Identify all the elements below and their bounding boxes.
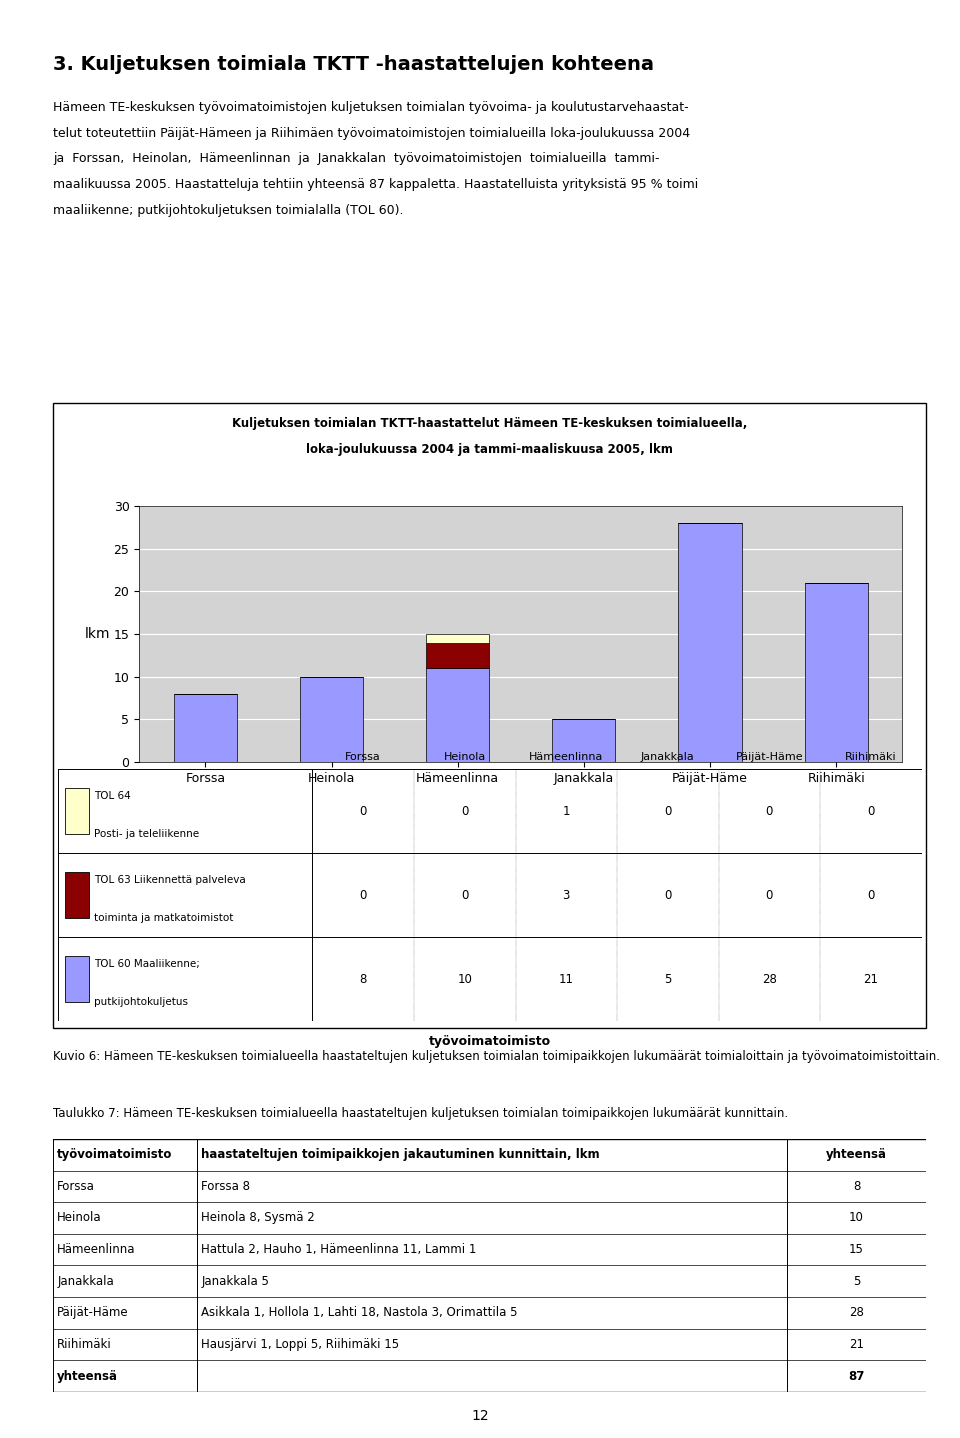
- Text: Forssa 8: Forssa 8: [202, 1179, 251, 1194]
- Text: 0: 0: [664, 889, 671, 902]
- Text: TOL 60 Maaliikenne;: TOL 60 Maaliikenne;: [94, 959, 200, 969]
- Text: TOL 63 Liikennettä palveleva: TOL 63 Liikennettä palveleva: [94, 876, 246, 884]
- Text: yhteensä: yhteensä: [826, 1148, 887, 1162]
- Text: 1: 1: [563, 805, 570, 818]
- Text: Asikkala 1, Hollola 1, Lahti 18, Nastola 3, Orimattila 5: Asikkala 1, Hollola 1, Lahti 18, Nastola…: [202, 1306, 517, 1320]
- Text: 0: 0: [360, 889, 367, 902]
- Text: Kuljetuksen toimialan TKTT-haastattelut Hämeen TE-keskuksen toimialueella,: Kuljetuksen toimialan TKTT-haastattelut …: [232, 417, 747, 430]
- Text: 5: 5: [664, 972, 671, 985]
- Text: 5: 5: [852, 1274, 860, 1288]
- Text: 3: 3: [563, 889, 570, 902]
- Text: 0: 0: [867, 805, 875, 818]
- Text: 0: 0: [867, 889, 875, 902]
- Text: Hattula 2, Hauho 1, Hämeenlinna 11, Lammi 1: Hattula 2, Hauho 1, Hämeenlinna 11, Lamm…: [202, 1242, 477, 1257]
- Text: ja  Forssan,  Heinolan,  Hämeenlinnan  ja  Janakkalan  työvoimatoimistojen  toim: ja Forssan, Heinolan, Hämeenlinnan ja Ja…: [53, 152, 660, 165]
- Bar: [552, 719, 615, 762]
- Bar: [679, 523, 741, 762]
- Text: 0: 0: [664, 805, 671, 818]
- Text: yhteensä: yhteensä: [58, 1369, 118, 1383]
- Text: 21: 21: [849, 1337, 864, 1352]
- Text: TOL 64: TOL 64: [94, 791, 131, 801]
- Text: Heinola: Heinola: [444, 752, 486, 762]
- Bar: [64, 956, 88, 1002]
- Text: putkijohtokuljetus: putkijohtokuljetus: [94, 997, 188, 1007]
- Text: Taulukko 7: Hämeen TE-keskuksen toimialueella haastateltujen kuljetuksen toimial: Taulukko 7: Hämeen TE-keskuksen toimialu…: [53, 1107, 788, 1120]
- Text: 0: 0: [766, 805, 773, 818]
- Text: Päijät-Häme: Päijät-Häme: [735, 752, 804, 762]
- Text: Hausjärvi 1, Loppi 5, Riihimäki 15: Hausjärvi 1, Loppi 5, Riihimäki 15: [202, 1337, 399, 1352]
- Text: Heinola 8, Sysmä 2: Heinola 8, Sysmä 2: [202, 1211, 315, 1225]
- Text: maalikuussa 2005. Haastatteluja tehtiin yhteensä 87 kappaletta. Haastatelluista : maalikuussa 2005. Haastatteluja tehtiin …: [53, 178, 698, 191]
- Text: 11: 11: [559, 972, 574, 985]
- Text: Janakkala: Janakkala: [641, 752, 695, 762]
- Text: Riihimäki: Riihimäki: [845, 752, 897, 762]
- Text: haastateltujen toimipaikkojen jakautuminen kunnittain, lkm: haastateltujen toimipaikkojen jakautumin…: [202, 1148, 600, 1162]
- Text: 0: 0: [461, 889, 468, 902]
- Text: 3. Kuljetuksen toimiala TKTT -haastattelujen kohteena: 3. Kuljetuksen toimiala TKTT -haastattel…: [53, 55, 654, 73]
- Bar: [804, 582, 868, 762]
- Bar: [426, 643, 490, 669]
- Text: 10: 10: [849, 1211, 864, 1225]
- Text: 28: 28: [849, 1306, 864, 1320]
- Text: Forssa: Forssa: [346, 752, 381, 762]
- Text: 10: 10: [457, 972, 472, 985]
- Text: 0: 0: [461, 805, 468, 818]
- Text: 15: 15: [849, 1242, 864, 1257]
- Text: Heinola: Heinola: [58, 1211, 102, 1225]
- Text: Hämeenlinna: Hämeenlinna: [529, 752, 604, 762]
- Text: 0: 0: [360, 805, 367, 818]
- Y-axis label: lkm: lkm: [84, 627, 110, 641]
- Text: Hämeenlinna: Hämeenlinna: [58, 1242, 135, 1257]
- Text: 28: 28: [762, 972, 777, 985]
- Text: Kuvio 6: Hämeen TE-keskuksen toimialueella haastateltujen kuljetuksen toimialan : Kuvio 6: Hämeen TE-keskuksen toimialueel…: [53, 1050, 940, 1063]
- Bar: [64, 871, 88, 919]
- Bar: [64, 788, 88, 834]
- Text: loka-joulukuussa 2004 ja tammi-maaliskuusa 2005, lkm: loka-joulukuussa 2004 ja tammi-maaliskuu…: [306, 443, 673, 456]
- Text: Päijät-Häme: Päijät-Häme: [58, 1306, 129, 1320]
- Text: toiminta ja matkatoimistot: toiminta ja matkatoimistot: [94, 913, 233, 923]
- Bar: [300, 677, 363, 762]
- Text: 8: 8: [852, 1179, 860, 1194]
- Text: 12: 12: [471, 1409, 489, 1424]
- Text: Janakkala 5: Janakkala 5: [202, 1274, 269, 1288]
- Text: 21: 21: [863, 972, 878, 985]
- Text: Riihimäki: Riihimäki: [58, 1337, 112, 1352]
- Text: Hämeen TE-keskuksen työvoimatoimistojen kuljetuksen toimialan työvoima- ja koulu: Hämeen TE-keskuksen työvoimatoimistojen …: [53, 101, 688, 114]
- Text: työvoimatoimisto: työvoimatoimisto: [428, 1035, 551, 1048]
- Text: maaliikenne; putkijohtokuljetuksen toimialalla (TOL 60).: maaliikenne; putkijohtokuljetuksen toimi…: [53, 204, 403, 217]
- Text: telut toteutettiin Päijät-Hämeen ja Riihimäen työvoimatoimistojen toimialueilla : telut toteutettiin Päijät-Hämeen ja Riih…: [53, 127, 690, 139]
- Bar: [426, 634, 490, 643]
- Bar: [426, 669, 490, 762]
- Text: 8: 8: [360, 972, 367, 985]
- Text: 87: 87: [849, 1369, 865, 1383]
- Text: työvoimatoimisto: työvoimatoimisto: [58, 1148, 173, 1162]
- Bar: [174, 695, 237, 762]
- Text: Janakkala: Janakkala: [58, 1274, 114, 1288]
- Text: 0: 0: [766, 889, 773, 902]
- Text: Forssa: Forssa: [58, 1179, 95, 1194]
- Text: Posti- ja teleliikenne: Posti- ja teleliikenne: [94, 828, 199, 838]
